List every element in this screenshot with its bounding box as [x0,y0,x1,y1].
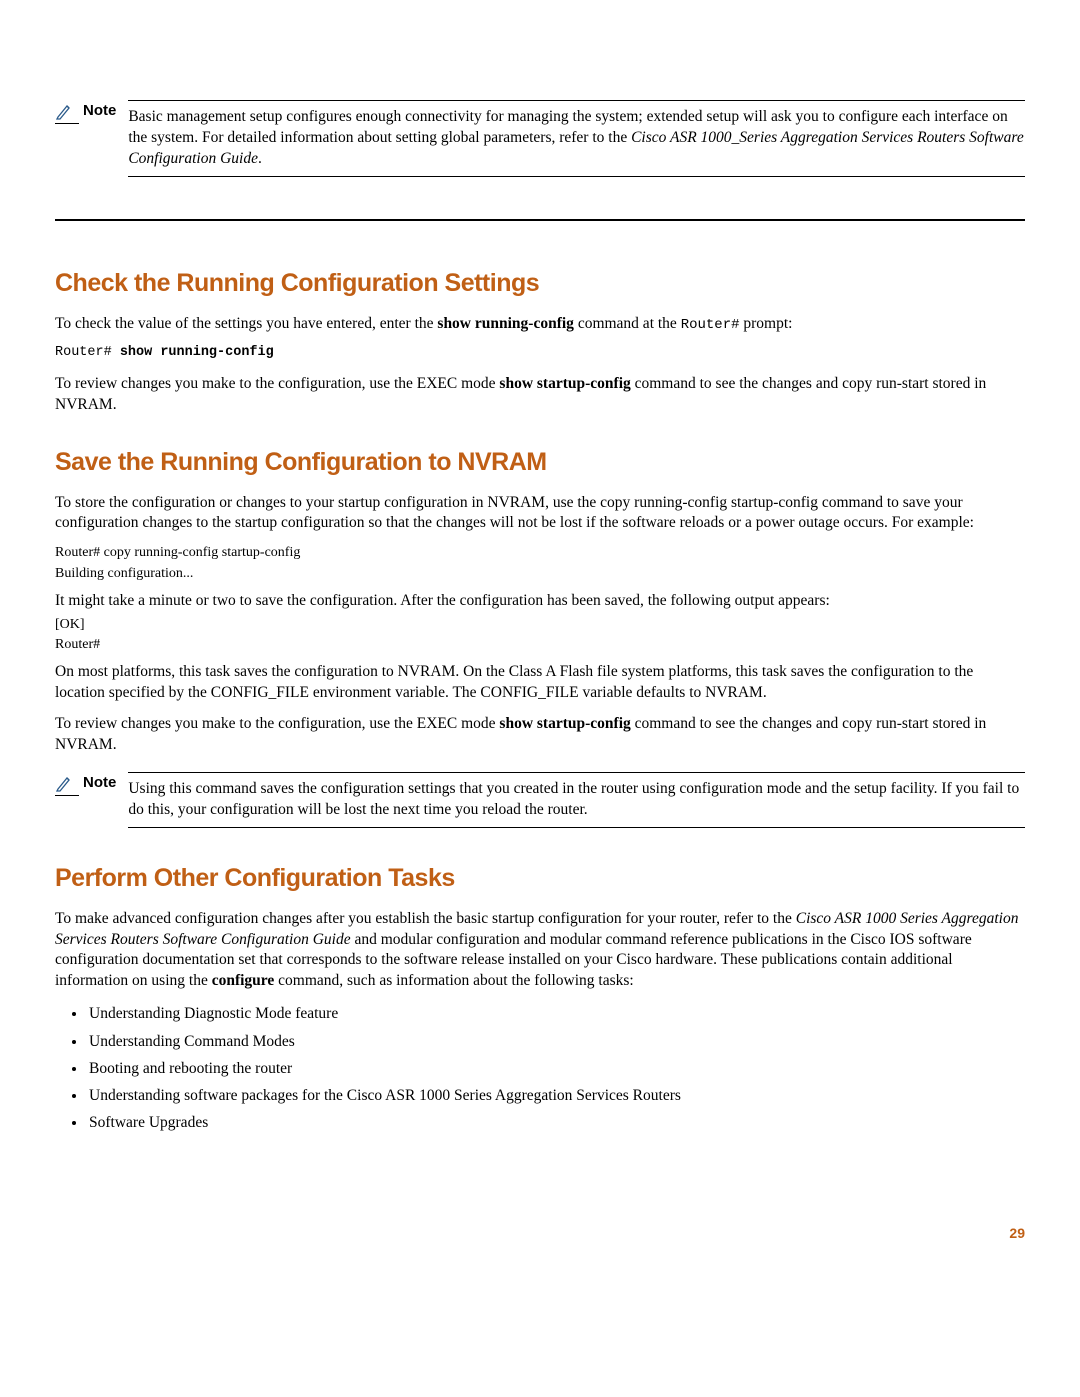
note-icon-underline [55,795,79,796]
pencil-icon [55,102,73,120]
note-icon-column [55,772,83,796]
pencil-icon [55,774,73,792]
note-body: Basic management setup configures enough… [128,100,1025,177]
text-bold: configure [212,972,275,989]
note-body: Using this command saves the configurati… [128,772,1025,828]
example-line: [OK] [55,616,1025,634]
page-number: 29 [55,1225,1025,1241]
list-item: Understanding software packages for the … [87,1084,1025,1107]
example-line: Router# [55,636,1025,654]
note-text-post: . [258,150,262,167]
text: To check the value of the settings you h… [55,315,437,332]
paragraph: To check the value of the settings you h… [55,314,1025,335]
paragraph: It might take a minute or two to save th… [55,591,1025,612]
bullet-list: Understanding Diagnostic Mode feature Un… [55,1002,1025,1134]
code-line: Router# show running-config [55,345,1025,360]
text-bold: show startup-config [499,375,630,392]
note-block: Note Using this command saves the config… [55,772,1025,828]
page: Note Basic management setup configures e… [0,0,1080,1281]
text-bold: show startup-config [499,715,630,732]
paragraph: To review changes you make to the config… [55,374,1025,416]
list-item: Understanding Diagnostic Mode feature [87,1002,1025,1025]
heading-check-running: Check the Running Configuration Settings [55,269,1025,298]
list-item: Software Upgrades [87,1111,1025,1134]
note-block: Note Basic management setup configures e… [55,100,1025,177]
list-item: Booting and rebooting the router [87,1057,1025,1080]
paragraph: To store the configuration or changes to… [55,493,1025,535]
paragraph: To review changes you make to the config… [55,714,1025,756]
text: To review changes you make to the config… [55,375,499,392]
text: prompt: [740,315,793,332]
example-line: Building configuration... [55,565,1025,583]
section-divider [55,219,1025,221]
text: To review changes you make to the config… [55,715,499,732]
code-command: show running-config [120,345,274,360]
paragraph: On most platforms, this task saves the c… [55,662,1025,704]
heading-perform-other: Perform Other Configuration Tasks [55,864,1025,893]
text: To make advanced configuration changes a… [55,910,796,927]
code-inline: Router# [681,317,740,333]
heading-save-running: Save the Running Configuration to NVRAM [55,448,1025,477]
example-line: Router# copy running-config startup-conf… [55,544,1025,562]
note-icon-underline [55,123,79,124]
text: command, such as information about the f… [274,972,633,989]
list-item: Understanding Command Modes [87,1030,1025,1053]
code-prompt: Router# [55,345,120,360]
note-label: Note [83,100,128,177]
text-bold: show running-config [437,315,574,332]
text: command at the [574,315,681,332]
paragraph: To make advanced configuration changes a… [55,909,1025,993]
note-icon-column [55,100,83,124]
note-label: Note [83,772,128,828]
